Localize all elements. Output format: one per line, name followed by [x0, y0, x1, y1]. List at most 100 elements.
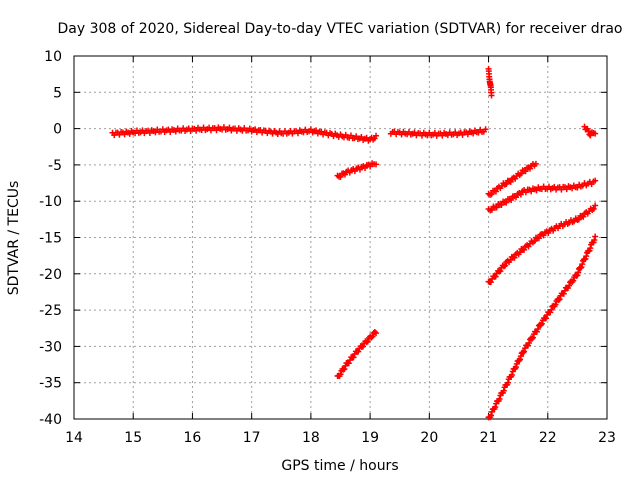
data-point — [533, 187, 540, 194]
y-tick-label: -35 — [39, 376, 62, 392]
series-arc-B — [334, 328, 380, 380]
data-point — [538, 320, 545, 327]
data-point — [587, 132, 594, 139]
data-point — [521, 246, 528, 253]
data-point — [337, 173, 344, 180]
data-point — [548, 306, 555, 313]
data-point — [521, 348, 528, 355]
y-tick-label: -15 — [39, 231, 62, 247]
data-point — [307, 126, 314, 133]
data-point — [482, 126, 489, 133]
data-points — [109, 65, 599, 421]
data-point — [556, 296, 563, 303]
data-point — [350, 354, 357, 361]
data-point — [513, 194, 520, 201]
grid — [74, 56, 607, 419]
data-point — [532, 160, 539, 167]
data-point — [508, 196, 515, 203]
data-point — [592, 177, 599, 184]
data-point — [488, 206, 495, 213]
data-point — [535, 235, 542, 242]
series-arc-F — [485, 233, 599, 421]
data-point — [566, 282, 573, 289]
series-arc-C — [485, 160, 539, 198]
data-point — [355, 348, 362, 355]
x-tick-label: 18 — [302, 430, 320, 446]
data-point — [368, 334, 375, 341]
data-point — [591, 237, 598, 244]
data-point — [561, 287, 568, 294]
data-point — [583, 253, 590, 260]
x-tick-label: 20 — [420, 430, 438, 446]
data-point — [502, 262, 509, 269]
data-point — [337, 371, 344, 378]
data-point — [488, 412, 495, 419]
series-spike — [485, 65, 495, 99]
y-tick-label: -10 — [39, 194, 62, 210]
data-point — [522, 168, 529, 175]
data-point — [592, 233, 599, 240]
data-point — [503, 181, 510, 188]
series-arc-A — [334, 160, 380, 180]
data-point — [503, 199, 510, 206]
data-point — [496, 395, 503, 402]
series-arc-D — [485, 177, 599, 214]
data-point — [508, 371, 515, 378]
data-point — [487, 279, 494, 286]
data-point — [560, 290, 567, 297]
data-point — [570, 277, 577, 284]
data-point — [540, 232, 547, 239]
data-point — [500, 263, 507, 270]
data-point — [578, 264, 585, 271]
data-point — [577, 264, 584, 271]
data-point — [592, 130, 599, 137]
data-point — [488, 92, 495, 99]
data-point — [520, 349, 527, 356]
x-tick-label: 15 — [124, 430, 142, 446]
data-point — [517, 356, 524, 363]
data-point — [360, 343, 367, 350]
y-tick-label: 0 — [53, 122, 62, 138]
y-tick-label: 10 — [44, 49, 62, 65]
data-point — [504, 379, 511, 386]
y-tick-label: -25 — [39, 303, 62, 319]
data-point — [492, 188, 499, 195]
data-point — [575, 269, 582, 276]
data-point — [492, 273, 499, 280]
x-tick-label: 21 — [480, 430, 498, 446]
data-point — [511, 254, 518, 261]
data-point — [517, 353, 524, 360]
y-axis-label: SDTVAR / TECUs — [6, 181, 22, 296]
data-point — [580, 213, 587, 220]
data-point — [341, 365, 348, 372]
series-arc-E — [485, 202, 599, 286]
data-point — [488, 191, 495, 198]
data-point — [371, 328, 378, 335]
data-point — [507, 178, 514, 185]
data-point — [367, 163, 374, 170]
data-point — [364, 338, 371, 345]
data-point — [497, 268, 504, 275]
data-point — [470, 130, 477, 137]
data-point — [492, 404, 499, 411]
data-point — [531, 238, 538, 245]
data-point — [579, 261, 586, 268]
data-point — [585, 128, 592, 135]
y-tick-label: -20 — [39, 267, 62, 283]
data-point — [592, 202, 599, 209]
data-point — [590, 205, 597, 212]
data-point — [358, 133, 365, 140]
data-point — [575, 216, 582, 223]
data-point — [498, 202, 505, 209]
x-axis-label: GPS time / hours — [281, 458, 398, 474]
x-tick-label: 22 — [539, 430, 557, 446]
data-point — [369, 333, 376, 340]
data-point — [574, 272, 581, 279]
data-point — [493, 204, 500, 211]
series-main-band — [109, 124, 380, 144]
data-point — [513, 364, 520, 371]
data-point — [574, 184, 581, 191]
x-tick-label: 17 — [243, 430, 261, 446]
data-point — [543, 315, 550, 322]
data-point — [373, 161, 380, 168]
